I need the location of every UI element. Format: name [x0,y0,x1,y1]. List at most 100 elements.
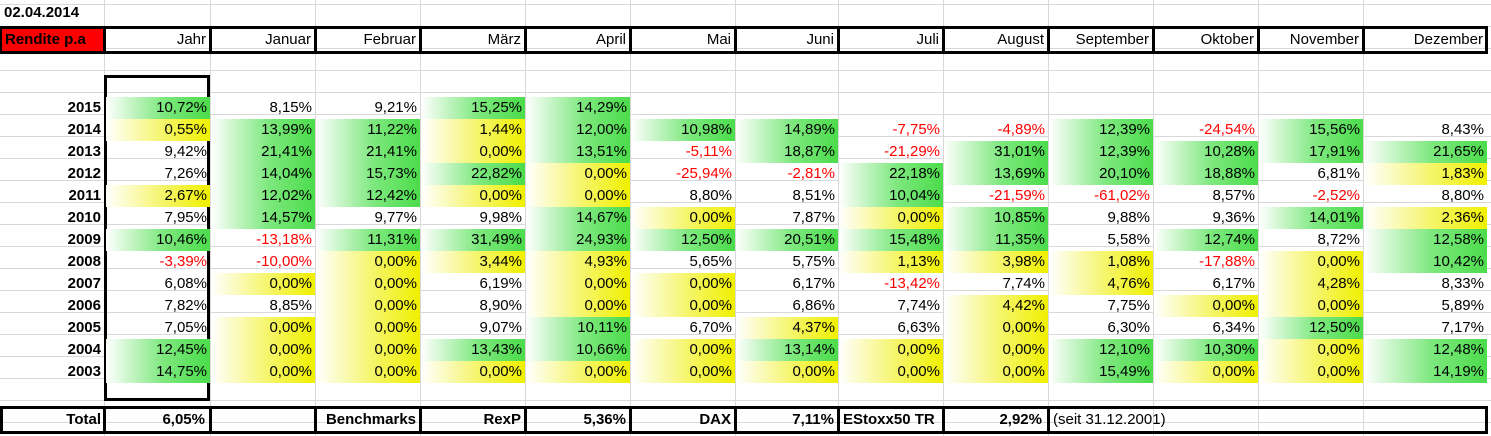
return-cell[interactable]: 12,00% [526,119,630,141]
total-label[interactable]: Total [66,411,101,428]
return-cell[interactable]: 14,19% [1364,361,1487,383]
return-cell[interactable]: 8,90% [479,297,522,314]
rexp-label[interactable]: RexP [483,411,521,428]
return-cell[interactable]: 4,37% [736,317,838,339]
return-cell[interactable]: 3,44% [421,251,525,273]
return-cell[interactable]: 0,00% [421,141,525,163]
return-cell[interactable]: 0,00% [631,339,735,361]
return-cell[interactable]: -3,39% [159,253,207,270]
return-cell[interactable]: 0,00% [421,361,525,383]
return-cell[interactable]: 6,17% [792,275,835,292]
return-cell[interactable] [839,97,943,119]
return-cell[interactable]: 14,01% [1259,207,1363,229]
return-cell[interactable]: 10,28% [1154,141,1258,163]
return-cell[interactable]: 9,21% [374,99,417,116]
return-cell[interactable]: 0,00% [631,295,735,317]
column-header-month-11[interactable]: November [1289,31,1359,48]
return-cell[interactable]: 7,82% [164,297,207,314]
total-value[interactable]: 6,05% [162,411,205,428]
return-cell[interactable]: 7,75% [1107,297,1150,314]
return-cell[interactable]: 2,36% [1364,207,1487,229]
return-cell[interactable]: 13,43% [421,339,525,361]
return-cell[interactable]: 22,18% [839,163,943,185]
return-cell[interactable]: 13,51% [526,141,630,163]
return-cell[interactable]: 7,26% [164,165,207,182]
since-note[interactable]: (seit 31.12.2001) [1053,411,1166,428]
return-cell[interactable]: 7,74% [1002,275,1045,292]
return-cell[interactable]: 0,00% [211,361,315,383]
return-cell[interactable]: 0,00% [526,273,630,295]
return-cell[interactable]: 31,49% [421,229,525,251]
return-cell[interactable]: 5,65% [689,253,732,270]
return-cell[interactable]: 12,39% [1049,141,1153,163]
return-cell[interactable]: 0,00% [526,163,630,185]
return-cell[interactable]: 15,73% [316,163,420,185]
return-cell[interactable]: 6,63% [897,319,940,336]
return-cell[interactable]: 14,29% [526,97,630,119]
return-cell[interactable]: -61,02% [1094,187,1150,204]
return-cell[interactable]: 14,04% [211,163,315,185]
return-cell[interactable]: 5,89% [1441,297,1484,314]
return-cell[interactable]: 0,00% [1154,295,1258,317]
year-label[interactable]: 2015 [67,99,101,116]
return-cell[interactable]: 6,19% [479,275,522,292]
return-cell[interactable]: 18,87% [736,141,838,163]
return-cell[interactable]: -24,54% [1199,121,1255,138]
return-cell[interactable]: 0,00% [736,361,838,383]
return-cell[interactable]: -10,00% [256,253,312,270]
return-cell[interactable]: 12,02% [211,185,315,207]
column-header-month-12[interactable]: Dezember [1413,31,1483,48]
return-cell[interactable]: 15,56% [1259,119,1363,141]
return-cell[interactable]: 8,85% [269,297,312,314]
column-header-jahr[interactable]: Jahr [176,31,206,48]
return-cell[interactable]: 10,98% [631,119,735,141]
return-cell[interactable]: 8,57% [1212,187,1255,204]
return-cell[interactable]: 31,01% [944,141,1048,163]
return-cell[interactable]: 13,14% [736,339,838,361]
year-label[interactable]: 2012 [67,165,101,182]
return-cell[interactable]: 0,00% [631,361,735,383]
return-cell[interactable]: 1,44% [421,119,525,141]
return-cell[interactable]: -4,89% [997,121,1045,138]
return-cell[interactable]: 13,99% [211,119,315,141]
return-cell[interactable]: 10,85% [944,207,1048,229]
return-cell[interactable] [1154,97,1258,119]
return-cell[interactable]: 15,25% [421,97,525,119]
return-cell[interactable]: 4,93% [526,251,630,273]
return-cell[interactable]: 17,91% [1259,141,1363,163]
year-label[interactable]: 2003 [67,363,101,380]
return-cell[interactable]: 20,51% [736,229,838,251]
return-cell[interactable]: 0,00% [839,207,943,229]
return-cell[interactable] [631,97,735,119]
rendite-label[interactable]: Rendite p.a [2,29,106,51]
return-cell[interactable]: 8,51% [792,187,835,204]
return-cell[interactable]: -7,75% [892,121,940,138]
column-header-month-3[interactable]: März [487,31,521,48]
benchmarks-label[interactable]: Benchmarks [325,411,416,428]
estoxx-value[interactable]: 2,92% [999,411,1042,428]
return-cell[interactable]: 0,00% [631,207,735,229]
column-header-month-1[interactable]: Januar [265,31,311,48]
return-cell[interactable]: 0,00% [526,361,630,383]
return-cell[interactable]: 12,39% [1049,119,1153,141]
return-cell[interactable]: -2,81% [787,165,835,182]
column-header-month-2[interactable]: Februar [363,31,416,48]
return-cell[interactable]: 8,15% [269,99,312,116]
return-cell[interactable]: 3,98% [944,251,1048,273]
return-cell[interactable]: 9,77% [374,209,417,226]
return-cell[interactable]: 0,00% [944,339,1048,361]
column-header-month-7[interactable]: Juli [916,31,939,48]
return-cell[interactable]: 21,41% [316,141,420,163]
return-cell[interactable]: 0,00% [316,361,420,383]
year-label[interactable]: 2013 [67,143,101,160]
rexp-value[interactable]: 5,36% [583,411,626,428]
return-cell[interactable]: 9,98% [479,209,522,226]
return-cell[interactable]: 4,28% [1259,273,1363,295]
return-cell[interactable]: -5,11% [685,143,732,160]
year-label[interactable]: 2004 [67,341,101,358]
return-cell[interactable]: 13,69% [944,163,1048,185]
return-cell[interactable] [944,97,1048,119]
return-cell[interactable]: 12,48% [1364,339,1487,361]
return-cell[interactable]: 6,86% [792,297,835,314]
return-cell[interactable]: 0,00% [944,317,1048,339]
